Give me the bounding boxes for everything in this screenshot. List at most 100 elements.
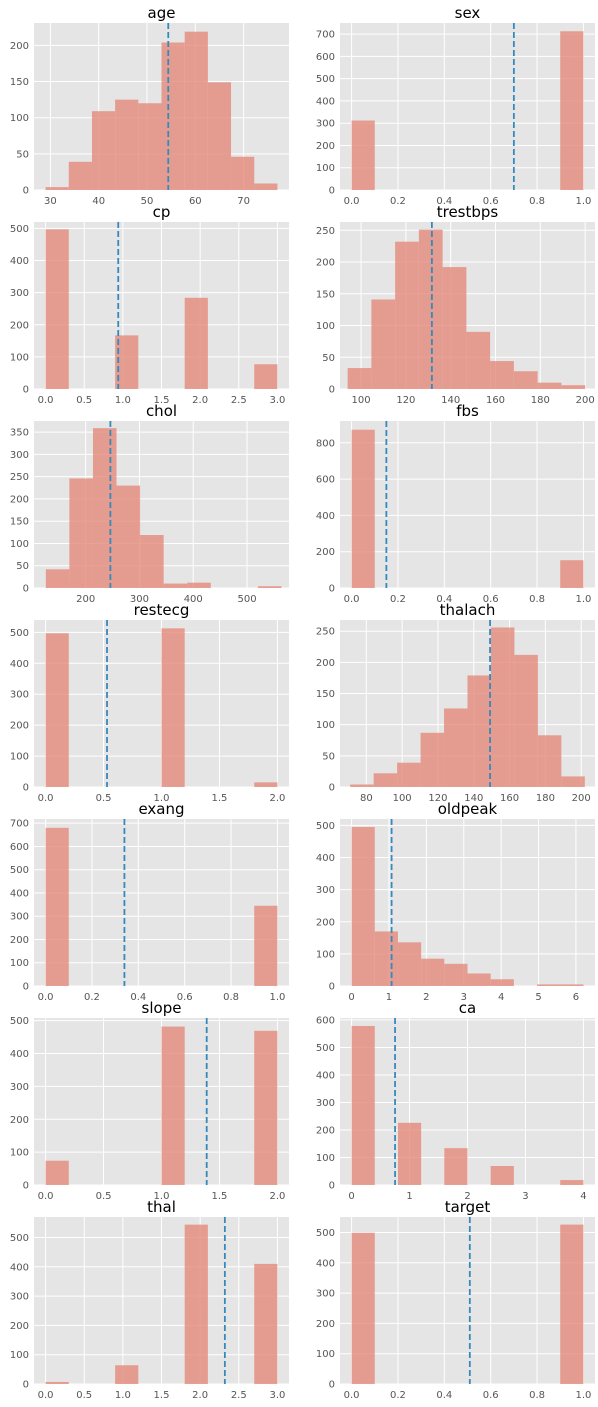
y-tick-label: 300 (10, 288, 29, 299)
panel-age: 30 40 50 60 70 0 50 100 150 200 age (10, 4, 289, 207)
y-tick-label: 500 (316, 74, 335, 85)
panel-title: sex (455, 4, 481, 22)
y-tick-label: 0 (329, 1380, 335, 1391)
histogram-bar (560, 1180, 584, 1185)
x-tick-label: 0.8 (529, 196, 545, 207)
histogram-bar (371, 299, 396, 389)
panel-cp: 0.0 0.5 1.0 1.5 2.0 2.5 3.0 0 100 200 300 400 500 cp (10, 203, 289, 406)
x-tick-label: 200 (76, 594, 95, 605)
histogram-bar (351, 429, 375, 588)
y-tick-label: 300 (10, 912, 29, 923)
y-tick-label: 400 (316, 1070, 335, 1081)
x-tick-label: 70 (237, 196, 250, 207)
histogram-bar (444, 1148, 468, 1185)
y-tick-label: 200 (316, 258, 335, 269)
y-tick-label: 100 (316, 949, 335, 960)
x-tick-label: 2.5 (231, 395, 247, 406)
y-tick-label: 400 (10, 888, 29, 899)
panel-title: thal (147, 1198, 176, 1216)
y-tick-label: 0 (23, 982, 29, 993)
panel-oldpeak: 0 1 2 3 4 5 6 0 100 200 300 400 500 oldpeak (316, 800, 595, 1003)
histogram-bar (184, 31, 208, 191)
panel-thal: 0.0 0.5 1.0 1.5 2.0 2.5 3.0 0 100 200 300 400 500 tha… (10, 1198, 289, 1401)
histogram-bar (184, 297, 208, 389)
histogram-bar (45, 827, 69, 986)
x-tick-label: 1.5 (154, 395, 170, 406)
histogram-bar (351, 1232, 375, 1384)
panel-fbs: 0.0 0.2 0.4 0.6 0.8 1.0 0 200 400 600 800 fbs (316, 402, 595, 605)
histogram-bar (395, 241, 419, 389)
histogram-bar (254, 1030, 278, 1185)
x-tick-label: 0.8 (529, 1390, 545, 1401)
x-tick-label: 0 (348, 1191, 354, 1202)
y-tick-label: 250 (316, 627, 335, 638)
histogram-bar (444, 708, 468, 787)
x-tick-label: 0.6 (483, 594, 499, 605)
panel-title: target (445, 1198, 491, 1216)
y-tick-label: 300 (10, 1082, 29, 1093)
x-tick-label: 2 (464, 1191, 470, 1202)
x-tick-label: 500 (237, 594, 256, 605)
y-tick-label: 250 (10, 472, 29, 483)
histogram-bar (347, 368, 372, 389)
y-tick-label: 0 (23, 186, 29, 197)
y-tick-label: 600 (316, 52, 335, 63)
y-tick-label: 600 (316, 475, 335, 486)
histogram-bar (537, 735, 562, 787)
histogram-bar (537, 382, 562, 389)
y-tick-label: 200 (10, 1321, 29, 1332)
histogram-bar (351, 1025, 375, 1185)
y-tick-label: 700 (316, 30, 335, 41)
x-tick-label: 200 (576, 395, 595, 406)
y-tick-label: 500 (316, 1228, 335, 1239)
y-tick-label: 300 (10, 690, 29, 701)
y-tick-label: 100 (10, 113, 29, 124)
x-tick-label: 1.5 (212, 1191, 228, 1202)
x-tick-label: 0.0 (344, 1390, 360, 1401)
x-tick-label: 0.2 (390, 1390, 406, 1401)
histogram-bar (561, 776, 585, 787)
y-tick-label: 800 (316, 438, 335, 449)
panel-sex: 0.0 0.2 0.4 0.6 0.8 1.0 0 100 200 300 400 500 600 700… (316, 4, 595, 207)
x-tick-label: 400 (184, 594, 203, 605)
y-tick-label: 300 (316, 119, 335, 130)
x-tick-label: 0.2 (390, 594, 406, 605)
histogram-bar (397, 942, 422, 986)
x-tick-label: 0.0 (344, 594, 360, 605)
y-tick-label: 0 (23, 1380, 29, 1391)
histogram-bar (560, 984, 584, 986)
x-tick-label: 180 (531, 395, 550, 406)
x-tick-label: 0.4 (436, 594, 452, 605)
histogram-bar (374, 931, 398, 986)
y-tick-label: 150 (10, 517, 29, 528)
histogram-bar (45, 1160, 69, 1185)
y-tick-label: 300 (316, 885, 335, 896)
y-tick-label: 0 (23, 1181, 29, 1192)
y-tick-label: 400 (10, 1049, 29, 1060)
histogram-bar (373, 773, 398, 787)
panel-slope: 0.0 0.5 1.0 1.5 2.0 0 100 200 300 400 500 slope (10, 999, 289, 1202)
x-tick-label: 0.8 (223, 992, 239, 1003)
x-tick-label: 180 (536, 793, 555, 804)
histogram-bar (45, 187, 69, 190)
panel-title: cp (153, 203, 171, 221)
x-tick-label: 160 (486, 395, 505, 406)
x-tick-label: 0.0 (38, 395, 54, 406)
x-tick-label: 2.0 (192, 1390, 208, 1401)
histogram-bar (514, 654, 538, 787)
histogram-bar (537, 984, 561, 986)
histogram-bar (254, 905, 278, 986)
y-tick-label: 400 (316, 853, 335, 864)
x-tick-label: 4 (580, 1191, 586, 1202)
x-tick-label: 0.6 (483, 196, 499, 207)
histogram-bar (350, 784, 374, 787)
y-tick-label: 100 (10, 1350, 29, 1361)
histogram-bar (45, 633, 69, 787)
histogram-bar (91, 111, 116, 190)
x-tick-label: 0.5 (96, 1191, 112, 1202)
x-tick-label: 300 (130, 594, 149, 605)
y-tick-label: 100 (10, 1148, 29, 1159)
x-tick-label: 0.6 (177, 992, 193, 1003)
histogram-bar (254, 364, 278, 389)
x-tick-label: 30 (44, 196, 57, 207)
